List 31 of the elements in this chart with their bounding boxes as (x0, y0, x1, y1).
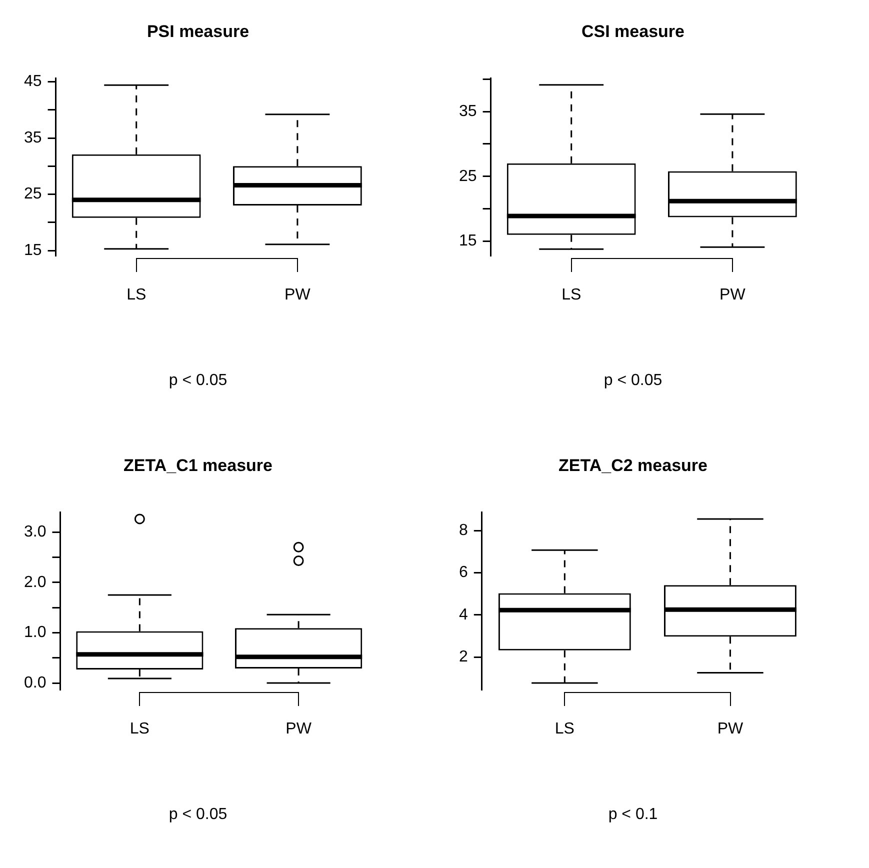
y-tick-label: 35 (459, 102, 477, 120)
x-tick-label: PW (720, 286, 746, 304)
y-tick-label: 35 (24, 129, 42, 146)
y-tick-label: 8 (458, 522, 468, 539)
y-tick-label: 6 (458, 564, 468, 582)
y-tick-label: 15 (24, 242, 42, 259)
y-tick-label: 45 (24, 73, 42, 90)
text: p < 0.05 (168, 372, 228, 389)
x-tick-label: PW (286, 720, 312, 738)
y-tick-label: 2.0 (24, 574, 46, 591)
y-tick-label: 25 (459, 168, 477, 185)
x-tick-label: LS (126, 286, 146, 304)
x-tick-label: PW (284, 286, 312, 304)
y-tick-label: 3.0 (24, 523, 46, 540)
chart-title: CSI measure (582, 22, 684, 41)
chart-title: ZETA_C1 measure (124, 456, 272, 475)
y-tick-label: 4 (458, 606, 468, 624)
chart-title: PSI measure (146, 22, 250, 41)
y-tick-label: 0.0 (24, 674, 46, 692)
text: p < 0.1 (608, 806, 658, 823)
x-tick-label: LS (554, 720, 574, 738)
chart-title: ZETA_C2 measure (558, 456, 708, 475)
y-tick-label: 25 (24, 186, 42, 203)
y-tick-label: 1.0 (24, 624, 46, 642)
text: p < 0.05 (604, 372, 662, 389)
text: p < 0.05 (168, 806, 228, 823)
x-tick-label: PW (717, 720, 744, 738)
y-tick-label: 2 (458, 648, 468, 666)
x-tick-label: LS (562, 286, 582, 304)
x-tick-label: LS (130, 720, 150, 738)
y-tick-label: 15 (459, 232, 477, 250)
